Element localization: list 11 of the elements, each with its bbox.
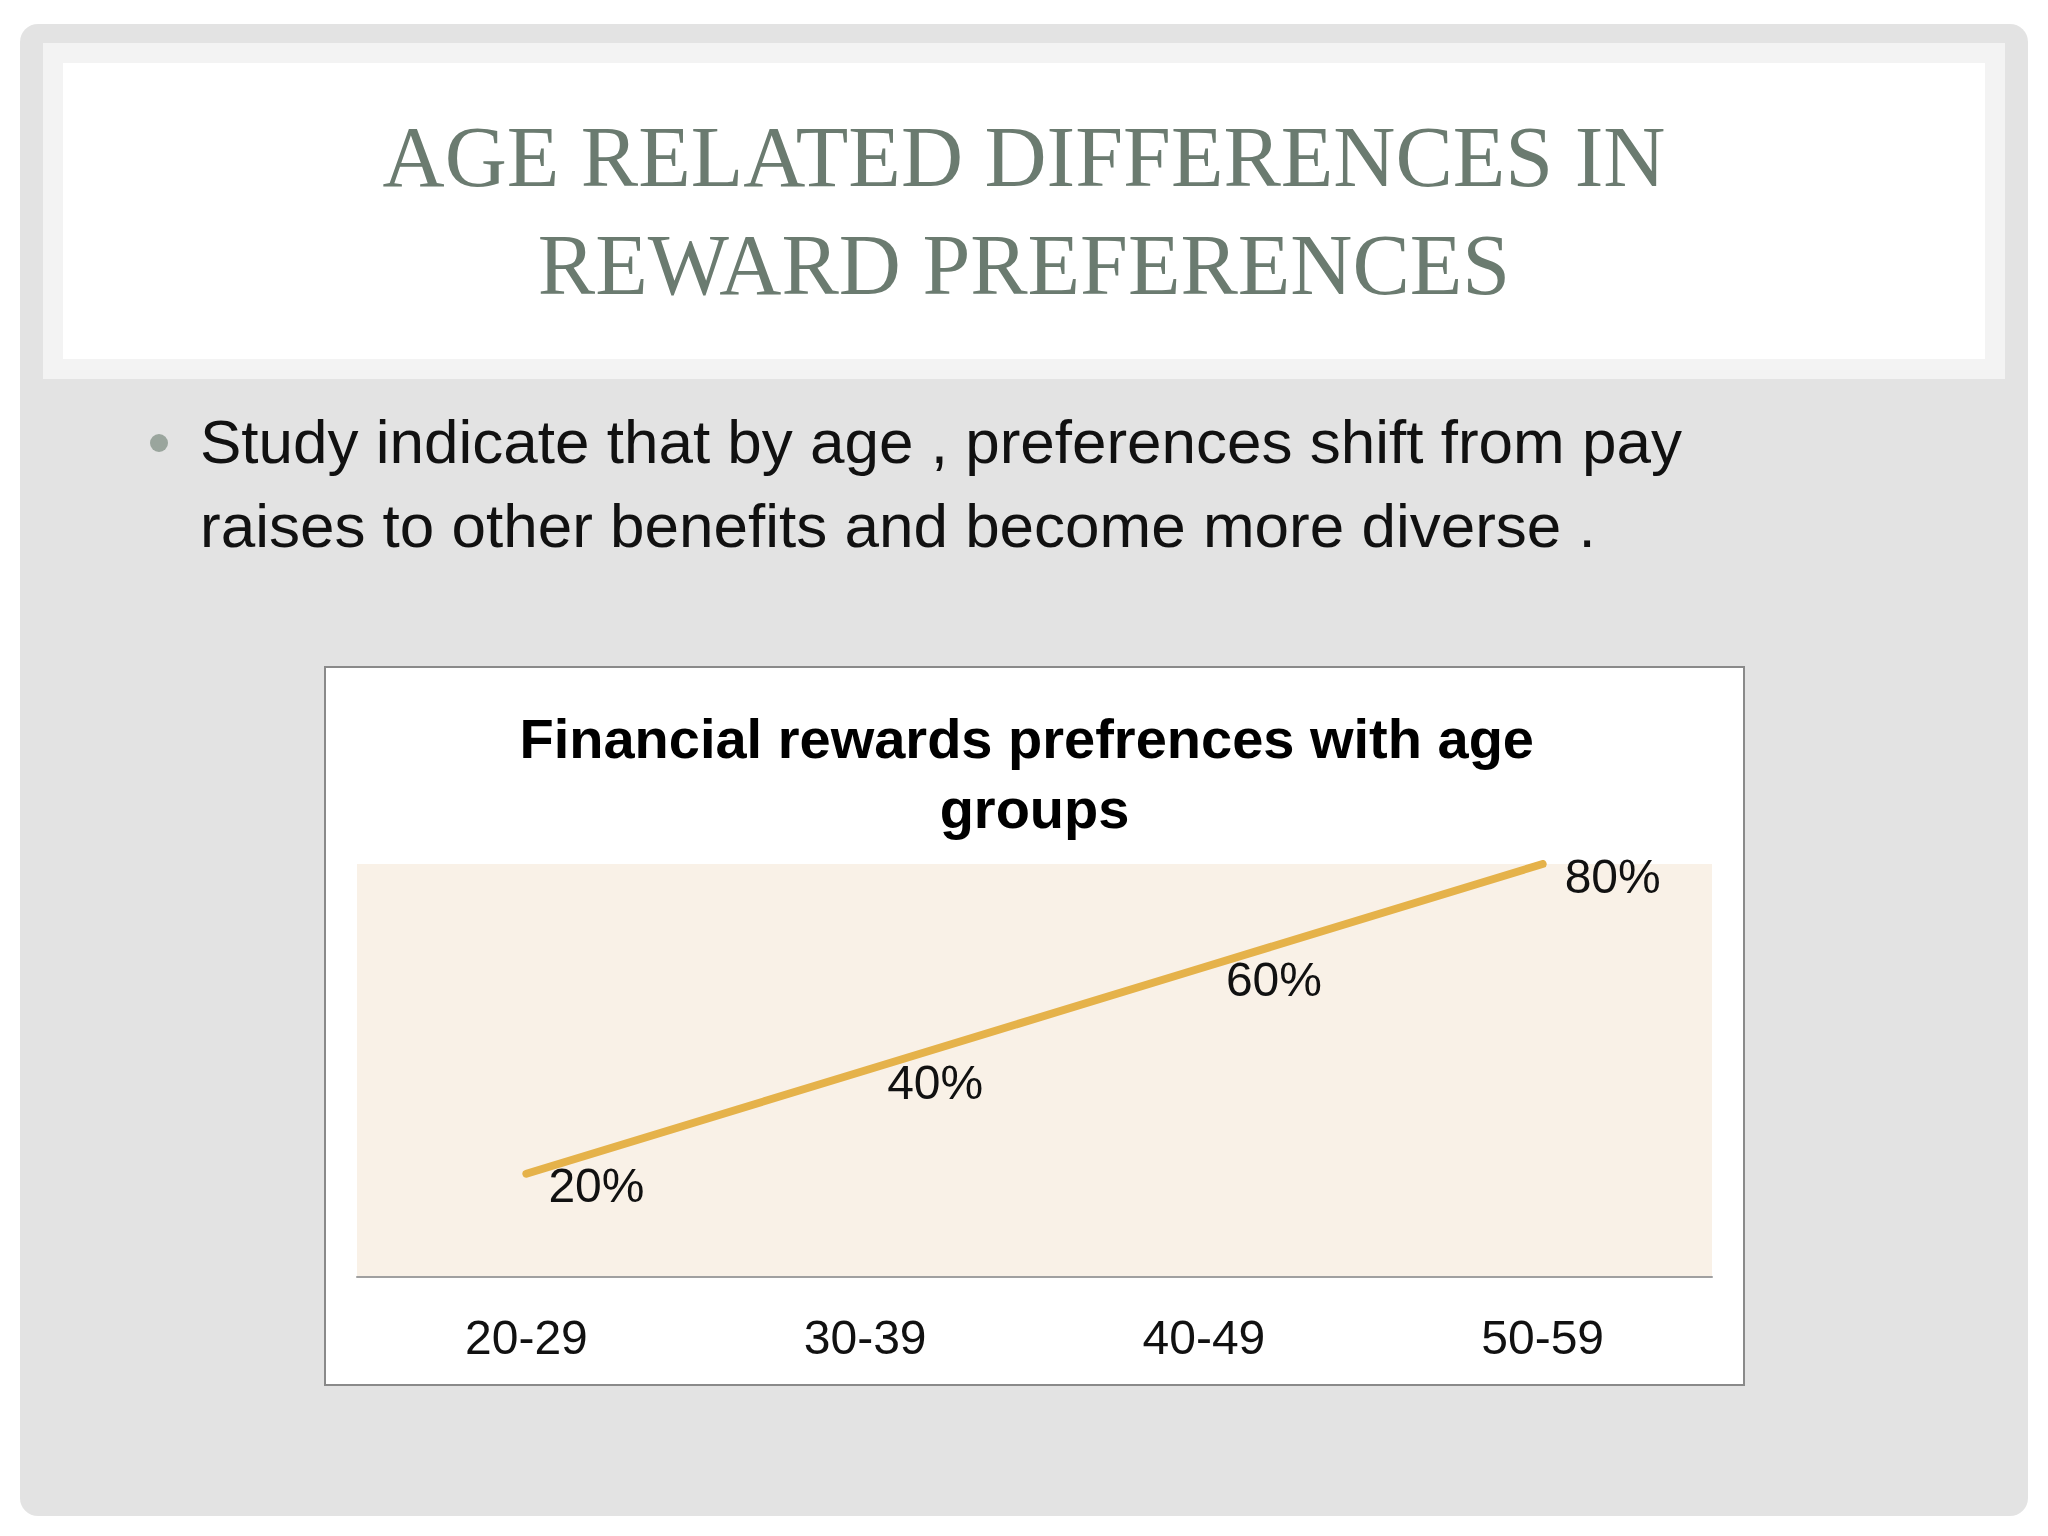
- text: Study indicate that by age , preferences shift from pay raises to other benefits and become more diverse .: [200, 406, 1683, 562]
- chart-title: Financial rewards prefrences with age groups: [519, 706, 1550, 840]
- text: AGE RELATED DIFFERENCES IN REWARD PREFERENCES: [63, 63, 1985, 359]
- x-tick-label: 40-49: [1142, 1310, 1266, 1364]
- x-tick-label: 20-29: [464, 1310, 588, 1364]
- data-label: 20%: [548, 1159, 645, 1213]
- x-tick-label: 50-59: [1481, 1310, 1605, 1364]
- data-label: 40%: [887, 1056, 984, 1109]
- x-tick-label: 30-39: [803, 1310, 927, 1364]
- data-label: 80%: [1564, 849, 1661, 903]
- data-label: 60%: [1225, 952, 1322, 1006]
